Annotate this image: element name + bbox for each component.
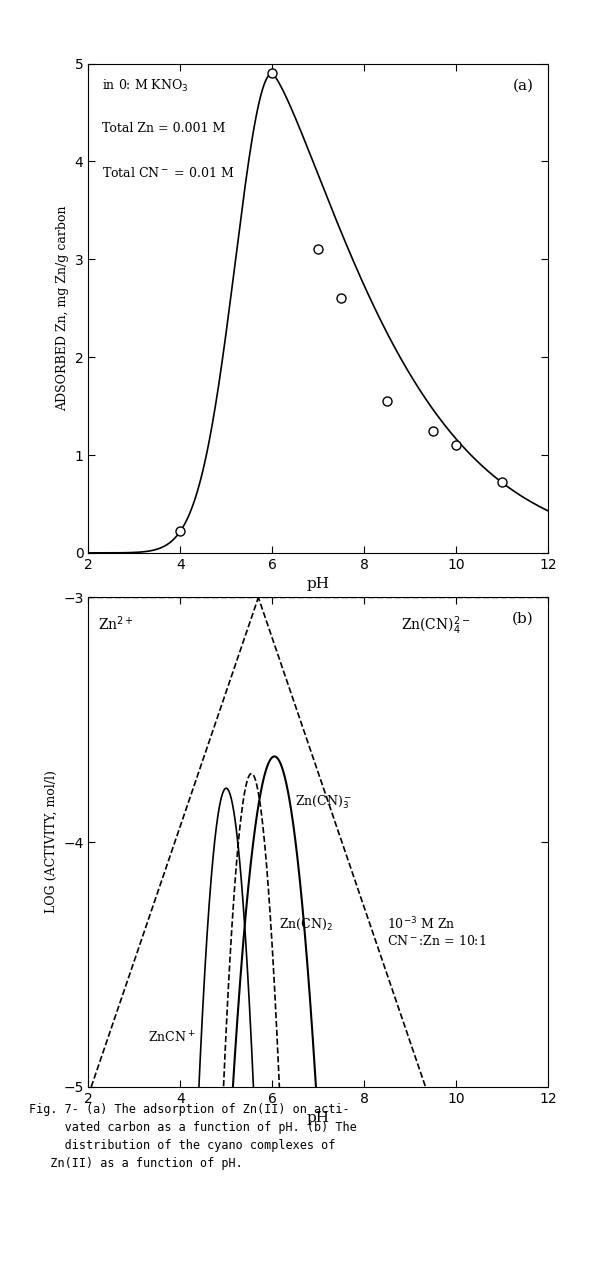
X-axis label: pH: pH <box>306 577 330 591</box>
Text: ZnCN$^+$: ZnCN$^+$ <box>148 1031 196 1046</box>
Text: Zn(CN)$_4^{2-}$: Zn(CN)$_4^{2-}$ <box>401 614 470 637</box>
Text: (a): (a) <box>513 79 534 93</box>
Text: Total CN$^-$ = 0.01 M: Total CN$^-$ = 0.01 M <box>102 167 234 180</box>
Text: Zn(II) as a function of pH.: Zn(II) as a function of pH. <box>29 1157 243 1169</box>
Text: vated carbon as a function of pH. (b) The: vated carbon as a function of pH. (b) Th… <box>29 1121 357 1134</box>
X-axis label: pH: pH <box>306 1111 330 1125</box>
Text: distribution of the cyano complexes of: distribution of the cyano complexes of <box>29 1139 336 1152</box>
Text: (b): (b) <box>512 613 534 627</box>
Text: in 0: M KNO$_3$: in 0: M KNO$_3$ <box>102 79 188 94</box>
Text: 10$^{-3}$ M Zn
CN$^-$:Zn = 10:1: 10$^{-3}$ M Zn CN$^-$:Zn = 10:1 <box>387 915 487 948</box>
Text: Zn(CN)$_2$: Zn(CN)$_2$ <box>279 916 333 932</box>
Text: Zn$^{2+}$: Zn$^{2+}$ <box>98 614 133 633</box>
Text: Total Zn = 0.001 M: Total Zn = 0.001 M <box>102 122 226 135</box>
Text: Zn(CN)$_3^-$: Zn(CN)$_3^-$ <box>295 793 352 811</box>
Y-axis label: ADSORBED Zn, mg Zn/g carbon: ADSORBED Zn, mg Zn/g carbon <box>56 206 69 411</box>
Y-axis label: LOG (ACTIVITY, mol/l): LOG (ACTIVITY, mol/l) <box>45 770 58 914</box>
Text: Fig. 7- (a) The adsorption of Zn(II) on acti-: Fig. 7- (a) The adsorption of Zn(II) on … <box>29 1103 350 1116</box>
